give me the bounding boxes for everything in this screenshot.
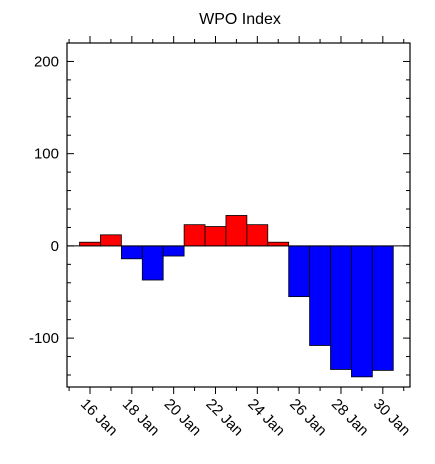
y-tick-label: -100 [29,330,59,347]
x-tick-label: 18 Jan [119,396,163,440]
x-tick-label: 26 Jan [286,396,330,440]
bar-21-jan [183,224,206,247]
bars-layer [79,215,394,378]
bar-19-jan [141,245,164,281]
y-tick-label: 0 [51,238,59,255]
x-tick-label: 22 Jan [202,396,246,440]
bar-26-jan [288,245,311,298]
bar-30-jan [371,245,394,371]
y-tick-label: 200 [34,53,59,70]
x-tick-label: 28 Jan [328,396,372,440]
x-tick-label: 30 Jan [370,396,414,440]
bar-17-jan [100,234,122,247]
bar-18-jan [120,245,143,260]
x-tick-label: 16 Jan [77,396,121,440]
bar-25-jan [267,241,290,247]
bar-16-jan [79,241,101,247]
bar-22-jan [204,226,227,247]
y-tick-label: 100 [34,146,59,163]
bar-20-jan [162,245,185,257]
bar-23-jan [225,215,248,247]
bar-27-jan [309,245,331,346]
bar-24-jan [246,224,269,247]
x-tick-label: 24 Jan [244,396,288,440]
chart-title: WPO Index [199,11,281,28]
x-tick-label: 20 Jan [161,396,205,440]
bar-29-jan [351,245,373,378]
plot-frame [66,42,411,388]
bar-28-jan [330,245,352,370]
